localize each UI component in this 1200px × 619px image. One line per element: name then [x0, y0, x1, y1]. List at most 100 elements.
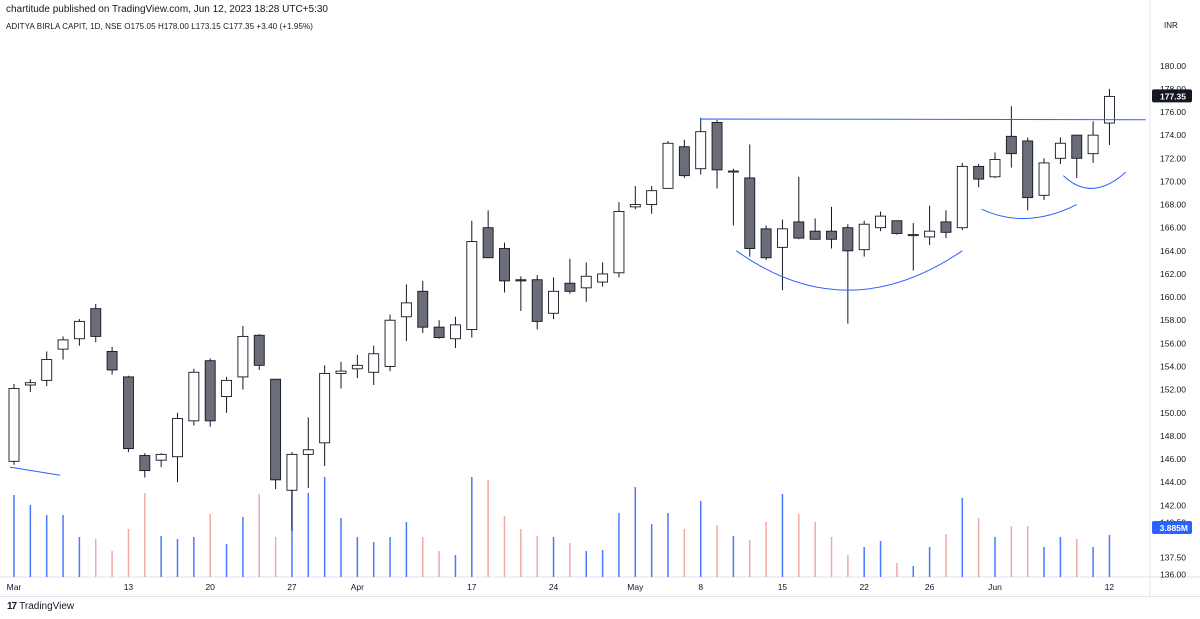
time-tick-label: Mar — [7, 582, 22, 592]
volume-bar — [765, 522, 767, 577]
volume-bar — [699, 501, 702, 577]
candle — [302, 417, 314, 488]
footer: 17 TradingView — [0, 596, 1200, 619]
candle — [875, 211, 886, 232]
candle-body — [924, 230, 936, 238]
time-tick-label: 13 — [124, 582, 134, 592]
currency-label: INR — [1164, 21, 1178, 30]
volume-bar — [879, 541, 882, 577]
candle — [155, 453, 167, 468]
volume-bar — [520, 529, 522, 577]
volume-bar — [552, 537, 555, 577]
volume-bar — [830, 537, 833, 577]
volume-bar — [732, 536, 735, 577]
time-tick-label: 22 — [859, 582, 869, 592]
candle-body — [973, 165, 985, 180]
tradingview-brand: TradingView — [19, 601, 75, 612]
volume-bar — [111, 551, 113, 577]
tradingview-logo[interactable]: 17 TradingView — [7, 601, 74, 612]
candle — [809, 218, 821, 240]
volume-bar — [1026, 526, 1029, 577]
volume-badge — [1152, 521, 1192, 534]
candle-body — [711, 121, 723, 171]
volume-bar — [274, 537, 277, 577]
annotations — [9, 118, 1146, 476]
candle-body — [515, 279, 527, 282]
candle-body — [57, 339, 69, 350]
candle-body — [989, 158, 1001, 178]
time-tick-label: 15 — [778, 582, 788, 592]
price-tick-label: 162.00 — [1160, 269, 1186, 279]
time-tick-label: 24 — [549, 582, 559, 592]
volume-bar — [716, 525, 718, 577]
candle-body — [1071, 134, 1083, 159]
last-price-badge — [1152, 89, 1192, 103]
volume-bar — [323, 477, 326, 577]
price-tick-label: 158.00 — [1160, 315, 1186, 325]
candle-body — [384, 319, 396, 367]
candle-body — [613, 211, 625, 274]
candle — [531, 275, 543, 330]
volume-label: 3.885M — [1160, 523, 1188, 533]
candle — [73, 319, 85, 346]
price-tick-label: 168.00 — [1160, 200, 1186, 210]
volume-bar — [814, 522, 816, 577]
time-axis[interactable]: Mar 13 20 27 Apr 17 24 May 8 15 22 26 Jun 12 — [7, 582, 1115, 592]
candle — [90, 304, 102, 343]
candle-body — [1005, 135, 1017, 155]
candle-body — [777, 228, 788, 248]
volume-bar — [961, 498, 964, 577]
candle — [122, 375, 134, 453]
price-tick-label: 154.00 — [1160, 361, 1186, 371]
volume-bar — [896, 563, 898, 577]
candle-body — [351, 364, 363, 370]
price-tick-label: 178.00 — [1160, 84, 1186, 94]
publish-bar: chartitude published on TradingView.com,… — [0, 0, 1200, 20]
volume-bar — [242, 517, 244, 577]
candlesticks — [8, 88, 1115, 531]
candle-body — [286, 453, 298, 491]
candle — [1054, 137, 1066, 165]
volume-bar — [1092, 547, 1094, 577]
volume-bar — [667, 513, 669, 577]
price-tick-label: 146.00 — [1160, 454, 1186, 464]
volume-bar — [176, 539, 179, 577]
candle — [777, 219, 788, 291]
candle-body — [760, 228, 772, 259]
volume-bar — [356, 537, 359, 577]
volume-bar — [258, 494, 260, 577]
volume-bar — [389, 537, 391, 577]
candle-body — [727, 170, 739, 173]
price-tick-label: 170.00 — [1160, 176, 1186, 186]
candle — [139, 453, 151, 478]
candle-body — [1087, 134, 1099, 155]
candle — [662, 140, 674, 189]
candle-body — [368, 353, 380, 373]
candle-body — [106, 351, 118, 371]
candle — [727, 168, 739, 226]
volume-bar — [634, 487, 637, 577]
cup-arc — [981, 204, 1077, 220]
volume-bar — [372, 542, 375, 577]
candle — [695, 117, 707, 175]
candle-body — [90, 308, 102, 337]
candle-body — [41, 359, 53, 381]
candle-body — [319, 372, 331, 444]
price-tick-label: 150.00 — [1160, 408, 1186, 418]
price-tick-label: 166.00 — [1160, 223, 1186, 233]
price-axis[interactable]: 180.00 178.00 176.00 174.00 172.00 170.00 168.… — [1152, 61, 1192, 580]
symbol-legend[interactable]: ADITYA BIRLA CAPIT, 1D, NSE O175.05 H178… — [6, 22, 313, 31]
candle — [384, 314, 396, 372]
volume-bar — [471, 477, 473, 577]
candle — [842, 224, 854, 324]
volume-bar — [405, 522, 408, 577]
time-tick-label: 12 — [1105, 582, 1115, 592]
volume-bar — [1076, 539, 1078, 577]
price-chart[interactable]: 180.00 178.00 176.00 174.00 172.00 170.00 168.… — [0, 0, 1200, 596]
candle — [826, 206, 837, 249]
trendline — [9, 466, 61, 476]
volume-bar — [127, 529, 130, 577]
candle-body — [695, 131, 707, 170]
price-tick-label: 164.00 — [1160, 246, 1186, 256]
volume-bar — [78, 537, 81, 577]
